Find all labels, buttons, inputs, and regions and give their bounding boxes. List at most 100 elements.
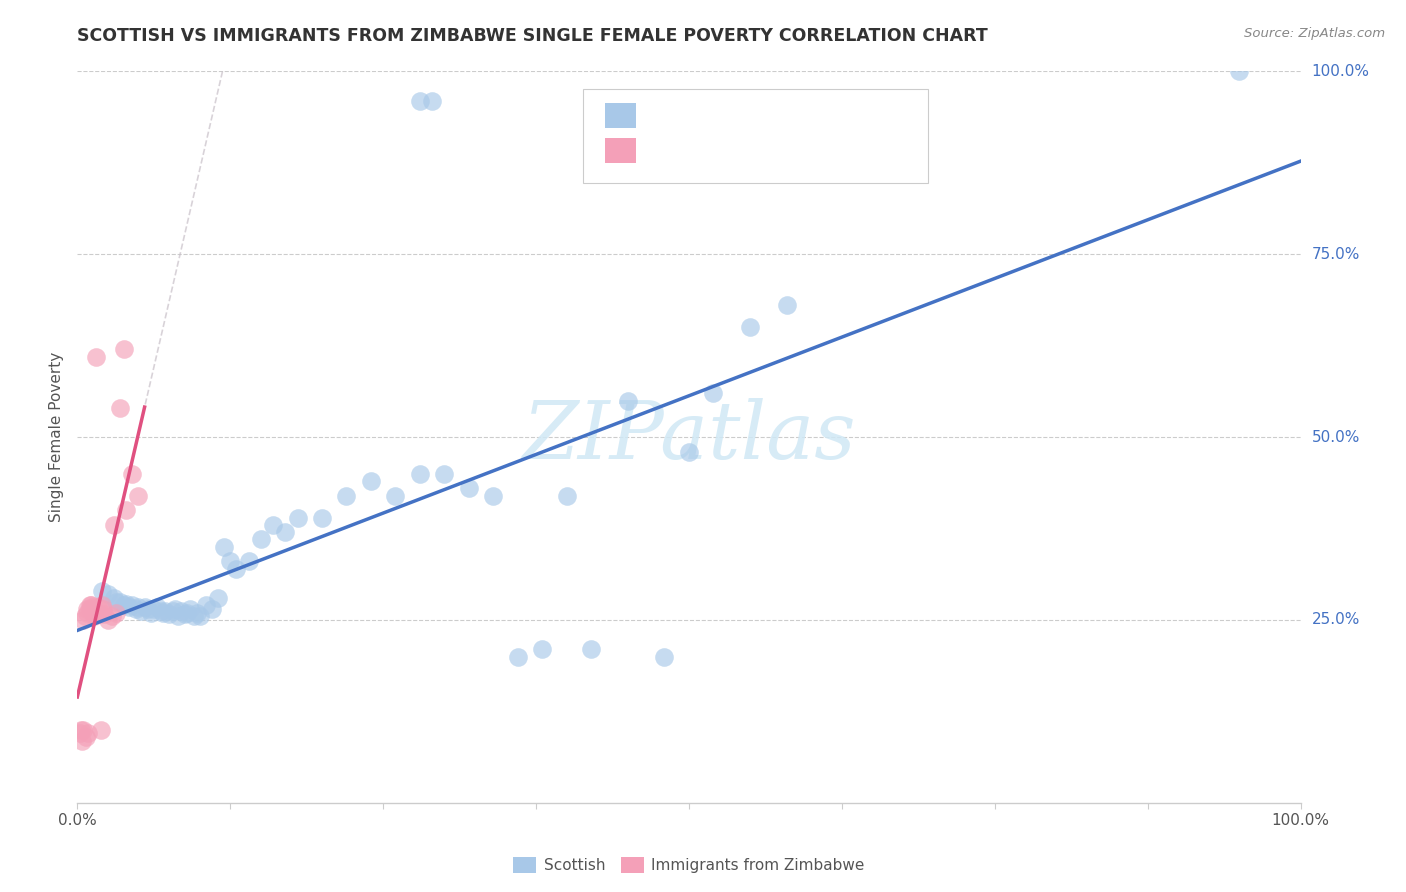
Point xyxy=(108,401,131,415)
Text: 100.0%: 100.0% xyxy=(1312,64,1369,78)
Point xyxy=(90,583,112,598)
Point xyxy=(238,554,260,568)
Point xyxy=(83,609,105,624)
Point xyxy=(176,606,198,620)
Point xyxy=(174,607,197,621)
Point xyxy=(79,599,101,613)
Point xyxy=(118,599,141,614)
Point xyxy=(409,467,432,481)
Point xyxy=(84,350,107,364)
Point xyxy=(207,591,229,605)
Point xyxy=(115,503,138,517)
Point xyxy=(579,642,602,657)
Point xyxy=(100,609,122,624)
Point xyxy=(155,604,177,618)
Point xyxy=(170,604,193,618)
Point xyxy=(506,649,529,664)
Point xyxy=(70,723,93,737)
Point xyxy=(776,298,799,312)
Point xyxy=(80,604,103,618)
Point xyxy=(76,606,98,620)
Point xyxy=(121,467,143,481)
Point xyxy=(188,609,211,624)
Point xyxy=(555,489,578,503)
Point xyxy=(179,602,201,616)
Point xyxy=(420,94,443,108)
Point xyxy=(82,606,104,620)
Point xyxy=(79,602,101,616)
Point xyxy=(1229,64,1251,78)
Point xyxy=(219,554,242,568)
Text: R = 0.481   N = 35: R = 0.481 N = 35 xyxy=(647,142,831,160)
Y-axis label: Single Female Poverty: Single Female Poverty xyxy=(49,352,65,522)
Point xyxy=(72,613,94,627)
Point xyxy=(225,562,247,576)
Point xyxy=(69,726,91,740)
Point xyxy=(409,94,432,108)
Point xyxy=(335,489,357,503)
Point xyxy=(121,599,143,613)
Point xyxy=(146,599,169,614)
Point xyxy=(127,489,149,503)
Point xyxy=(617,393,640,408)
Point xyxy=(166,609,188,624)
Point xyxy=(112,599,135,613)
Point xyxy=(103,517,125,532)
Point xyxy=(93,607,115,621)
Point xyxy=(127,599,149,614)
Point xyxy=(103,591,125,605)
Point xyxy=(157,607,180,621)
Point xyxy=(384,489,406,503)
Point xyxy=(678,444,700,458)
Point xyxy=(433,467,456,481)
Point xyxy=(89,607,111,621)
Point xyxy=(531,642,554,657)
Point xyxy=(91,602,114,616)
Point xyxy=(250,533,273,547)
Point xyxy=(186,606,208,620)
Point xyxy=(457,481,479,495)
Point xyxy=(702,386,724,401)
Point xyxy=(134,599,156,614)
Point xyxy=(76,602,98,616)
Point xyxy=(75,730,97,744)
Point xyxy=(80,599,103,613)
Point xyxy=(108,594,131,608)
Text: 50.0%: 50.0% xyxy=(1312,430,1360,444)
Point xyxy=(87,599,110,614)
Point xyxy=(112,343,135,357)
Point xyxy=(201,602,224,616)
Point xyxy=(654,649,676,664)
Point xyxy=(72,723,94,737)
Point xyxy=(97,613,120,627)
Point xyxy=(740,320,762,334)
Point xyxy=(262,517,284,532)
Legend: Scottish, Immigrants from Zimbabwe: Scottish, Immigrants from Zimbabwe xyxy=(508,851,870,880)
Point xyxy=(125,602,148,616)
Point xyxy=(149,604,172,618)
Text: ZIPatlas: ZIPatlas xyxy=(522,399,856,475)
Point xyxy=(183,609,205,624)
Point xyxy=(482,489,505,503)
Point xyxy=(194,599,217,613)
Point xyxy=(212,540,235,554)
Point xyxy=(97,587,120,601)
Point xyxy=(129,604,152,618)
Point xyxy=(90,723,112,737)
Point xyxy=(274,525,297,540)
Point xyxy=(165,602,187,616)
Point xyxy=(86,606,108,620)
Point xyxy=(311,510,333,524)
Point xyxy=(80,599,103,614)
Point xyxy=(84,607,107,621)
Point xyxy=(139,606,162,620)
Point xyxy=(115,597,138,611)
Point xyxy=(77,726,100,740)
Text: 75.0%: 75.0% xyxy=(1312,247,1360,261)
Point xyxy=(142,602,165,616)
Point xyxy=(73,609,96,624)
Text: SCOTTISH VS IMMIGRANTS FROM ZIMBABWE SINGLE FEMALE POVERTY CORRELATION CHART: SCOTTISH VS IMMIGRANTS FROM ZIMBABWE SIN… xyxy=(77,27,988,45)
Point xyxy=(70,733,93,747)
Point xyxy=(90,599,112,613)
Point xyxy=(152,606,174,620)
